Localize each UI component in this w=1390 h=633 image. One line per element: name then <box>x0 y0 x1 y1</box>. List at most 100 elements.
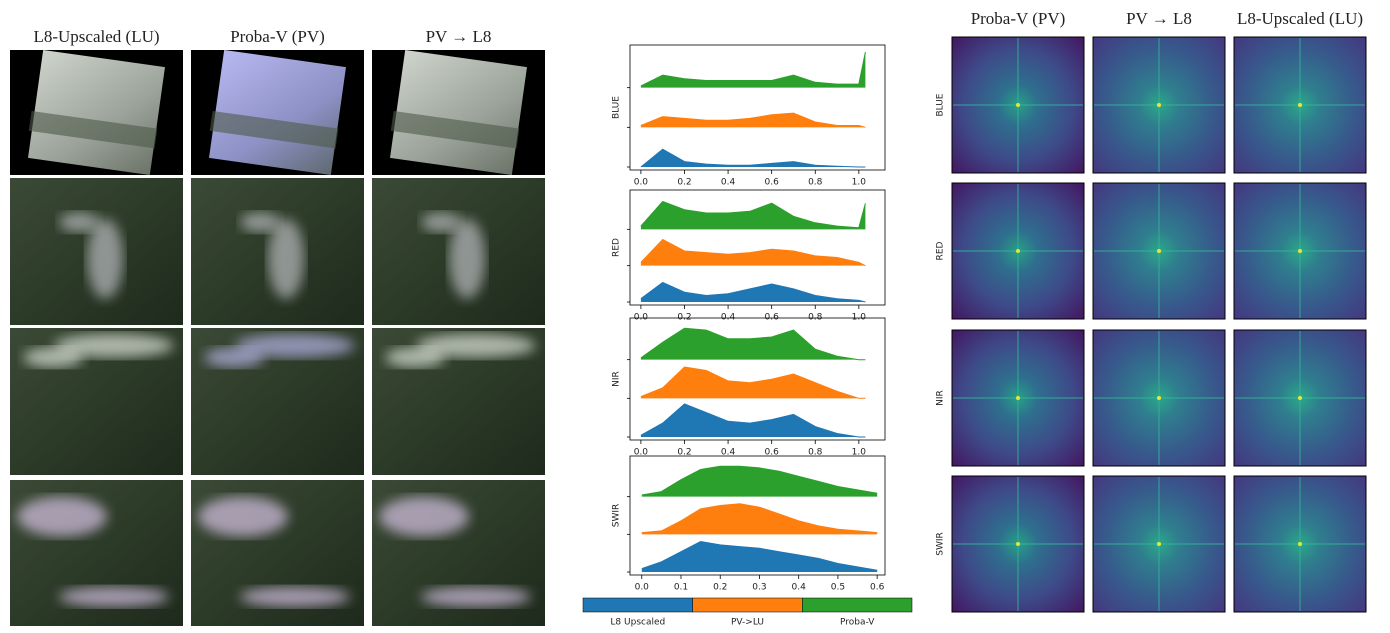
spectrum-center <box>1298 542 1302 546</box>
spectrum-center <box>1157 396 1161 400</box>
column-header: PV → L8 <box>426 27 492 46</box>
image-feature <box>87 218 124 299</box>
area-fill <box>640 403 866 437</box>
image-feature <box>16 496 107 537</box>
plot-frame <box>629 189 886 306</box>
image-feature <box>415 333 536 358</box>
spectrum-grid <box>951 36 1367 613</box>
x-tick-label: 0.3 <box>752 583 766 593</box>
area-outline <box>641 503 878 534</box>
y-axis-label: NIR <box>612 371 622 387</box>
area-fill <box>641 503 878 535</box>
column-header: PV → L8 <box>1126 9 1192 28</box>
spectrum-center <box>1016 396 1020 400</box>
area-outline <box>640 112 866 128</box>
x-tick-label: 0.8 <box>808 178 823 188</box>
area-fill <box>641 541 878 572</box>
image-feature <box>204 347 265 368</box>
x-tick-label: 0.0 <box>634 313 649 323</box>
area-fill <box>640 52 866 88</box>
x-tick-label: 1.0 <box>852 448 867 458</box>
spectrum-center <box>1016 249 1020 253</box>
x-tick-label: 1.0 <box>852 178 867 188</box>
spectrum-center <box>1016 542 1020 546</box>
plot-frame <box>629 455 886 576</box>
image-feature <box>240 212 281 233</box>
x-tick-label: 0.4 <box>721 448 736 458</box>
area-fill <box>640 282 866 302</box>
x-tick-label: 0.4 <box>721 178 736 188</box>
area-outline <box>641 465 878 496</box>
legend-label: L8 Upscaled <box>610 618 665 628</box>
column-header: L8-Upscaled (LU) <box>33 27 159 46</box>
legend-label: PV->LU <box>731 618 764 628</box>
x-tick-label: 0.0 <box>635 583 650 593</box>
y-axis-label: SWIR <box>612 504 622 528</box>
x-tick-label: 0.8 <box>808 313 823 323</box>
spectrum-center <box>1157 542 1161 546</box>
row-label: BLUE <box>936 93 946 116</box>
row-label: SWIR <box>936 532 946 556</box>
x-tick-label: 0.4 <box>792 583 807 593</box>
area-outline <box>640 148 866 168</box>
x-tick-label: 0.2 <box>677 448 691 458</box>
legend-swatch <box>802 597 913 613</box>
image-grid <box>10 49 545 626</box>
spectrum-center <box>1298 249 1302 253</box>
image-feature <box>23 347 84 368</box>
x-tick-label: 0.6 <box>870 583 885 593</box>
image-feature <box>378 496 469 537</box>
spectrum-center <box>1157 249 1161 253</box>
area-outline <box>640 403 866 438</box>
area-fill <box>640 328 866 360</box>
x-tick-label: 0.2 <box>713 583 727 593</box>
x-tick-label: 0.6 <box>765 178 780 188</box>
row-label: NIR <box>936 390 946 406</box>
image-feature <box>421 212 462 233</box>
x-tick-label: 0.4 <box>721 313 736 323</box>
legend-swatch <box>692 597 803 613</box>
x-tick-label: 1.0 <box>852 313 867 323</box>
area-outline <box>641 540 878 571</box>
x-tick-label: 0.0 <box>634 178 649 188</box>
y-axis-label: BLUE <box>612 96 622 119</box>
image-feature <box>449 218 486 299</box>
image <box>28 49 165 176</box>
column-header: Proba-V (PV) <box>971 9 1066 28</box>
image-feature <box>197 496 288 537</box>
area-outline <box>640 327 866 361</box>
image-feature <box>58 586 169 607</box>
x-tick-label: 0.6 <box>765 448 780 458</box>
area-outline <box>640 51 866 87</box>
area-fill <box>640 149 866 167</box>
x-tick-label: 0.6 <box>765 313 780 323</box>
image-feature <box>53 333 174 358</box>
column-header: Proba-V (PV) <box>230 27 325 46</box>
spectrum-center <box>1298 103 1302 107</box>
image-feature <box>234 333 355 358</box>
x-tick-label: 0.0 <box>634 448 649 458</box>
plot-frame <box>629 317 886 441</box>
plot-frame <box>629 44 886 171</box>
area-fill <box>641 466 878 497</box>
spectrum-center <box>1157 103 1161 107</box>
image-feature <box>59 212 100 233</box>
image <box>209 49 346 176</box>
image-band <box>390 110 520 149</box>
image-feature <box>239 586 350 607</box>
image-feature <box>268 218 305 299</box>
image-band <box>28 110 158 149</box>
image-feature <box>420 586 531 607</box>
x-tick-label: 0.2 <box>677 313 691 323</box>
area-outline <box>640 366 866 399</box>
image <box>390 49 527 176</box>
spectrum-center <box>1016 103 1020 107</box>
y-axis-label: RED <box>612 238 622 257</box>
x-tick-label: 0.2 <box>677 178 691 188</box>
spectrum-center <box>1298 396 1302 400</box>
image-band <box>209 110 339 149</box>
row-label: RED <box>936 241 946 260</box>
x-tick-label: 0.5 <box>831 583 845 593</box>
legend-label: Proba-V <box>840 618 875 628</box>
x-tick-label: 0.8 <box>808 448 823 458</box>
